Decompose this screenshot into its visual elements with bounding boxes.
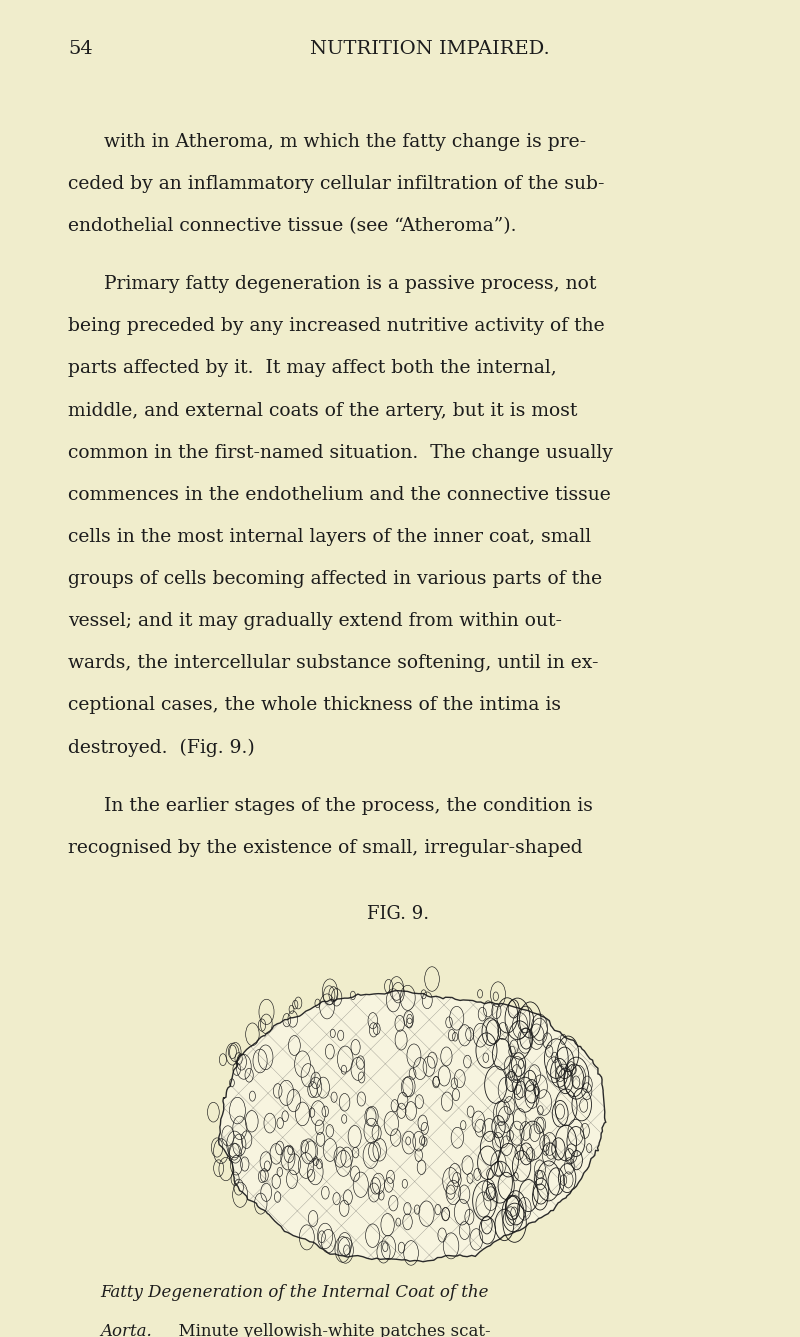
Text: common in the first-named situation.  The change usually: common in the first-named situation. The…	[68, 444, 613, 461]
Text: Aorta.: Aorta.	[100, 1322, 152, 1337]
Text: middle, and external coats of the artery, but it is most: middle, and external coats of the artery…	[68, 401, 578, 420]
Polygon shape	[218, 991, 606, 1262]
Text: FIG. 9.: FIG. 9.	[367, 905, 429, 923]
Text: vessel; and it may gradually extend from within out-: vessel; and it may gradually extend from…	[68, 612, 562, 630]
Text: wards, the intercellular substance softening, until in ex-: wards, the intercellular substance softe…	[68, 654, 598, 673]
Text: 54: 54	[68, 40, 93, 57]
Text: Minute yellowish-white patches scat-: Minute yellowish-white patches scat-	[168, 1322, 490, 1337]
Text: In the earlier stages of the process, the condition is: In the earlier stages of the process, th…	[104, 797, 593, 814]
Text: ceded by an inflammatory cellular infiltration of the sub-: ceded by an inflammatory cellular infilt…	[68, 175, 605, 193]
Text: endothelial connective tissue (see “Atheroma”).: endothelial connective tissue (see “Athe…	[68, 217, 517, 235]
Text: commences in the endothelium and the connective tissue: commences in the endothelium and the con…	[68, 485, 610, 504]
Text: destroyed.  (Fig. 9.): destroyed. (Fig. 9.)	[68, 738, 254, 757]
Text: being preceded by any increased nutritive activity of the: being preceded by any increased nutritiv…	[68, 317, 605, 336]
Text: recognised by the existence of small, irregular-shaped: recognised by the existence of small, ir…	[68, 838, 582, 857]
Text: parts affected by it.  It may affect both the internal,: parts affected by it. It may affect both…	[68, 360, 557, 377]
Text: cells in the most internal layers of the inner coat, small: cells in the most internal layers of the…	[68, 528, 591, 545]
Text: with in Atheroma, m which the fatty change is pre-: with in Atheroma, m which the fatty chan…	[104, 132, 586, 151]
Text: ceptional cases, the whole thickness of the intima is: ceptional cases, the whole thickness of …	[68, 697, 561, 714]
Text: groups of cells becoming affected in various parts of the: groups of cells becoming affected in var…	[68, 570, 602, 588]
Text: NUTRITION IMPAIRED.: NUTRITION IMPAIRED.	[310, 40, 550, 57]
Text: Primary fatty degeneration is a passive process, not: Primary fatty degeneration is a passive …	[104, 275, 596, 293]
Text: Fatty Degeneration of the Internal Coat of the: Fatty Degeneration of the Internal Coat …	[100, 1284, 489, 1301]
